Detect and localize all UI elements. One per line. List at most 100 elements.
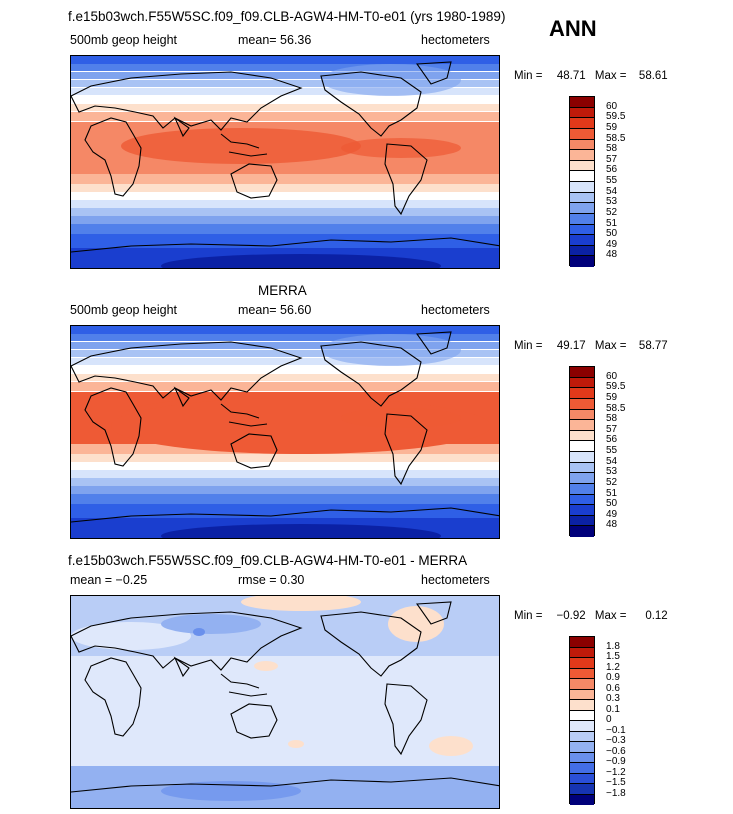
colorbar-swatch — [570, 773, 594, 784]
panel1-field: 500mb geop height — [70, 33, 178, 47]
colorbar-tick-label: 59.5 — [606, 111, 626, 123]
case-title: f.e15b03wch.F55W5SC.f09_f09.CLB-AGW4-HM-… — [68, 9, 506, 24]
colorbar-tick-label: 54 — [606, 185, 618, 197]
colorbar-swatch — [570, 420, 594, 431]
colorbar-tick-label: 57 — [606, 423, 618, 435]
colorbar-tick-label: 53 — [606, 196, 618, 208]
colorbar-tick-label: 60 — [606, 370, 618, 382]
colorbar-tick-label: 50 — [606, 498, 618, 510]
colorbar-swatch — [570, 441, 594, 452]
colorbar-swatch — [570, 452, 594, 463]
colorbar-swatch — [570, 409, 594, 421]
colorbar-tick-label: 1.2 — [606, 661, 620, 673]
colorbar-swatch — [570, 256, 594, 267]
colorbar-swatch — [570, 505, 594, 516]
panel3-max-value: 0.12 — [645, 610, 668, 622]
colorbar-swatch — [570, 637, 594, 648]
colorbar-tick-label: 59 — [606, 391, 618, 403]
colorbar-swatch — [570, 483, 594, 495]
colorbar-tick-label: −0.6 — [606, 745, 626, 757]
colorbar-tick-label: 52 — [606, 206, 618, 218]
colorbar-tick-label: 53 — [606, 466, 618, 478]
colorbar-tick-label: 56 — [606, 164, 618, 176]
colorbar-swatch — [570, 171, 594, 182]
panel3-map — [70, 595, 500, 809]
panel2-minmax: Min = 49.17 Max = 58.77 — [514, 340, 668, 352]
colorbar-swatch — [570, 224, 594, 236]
season-label: ANN — [549, 16, 597, 41]
panel2-map — [70, 325, 500, 539]
colorbar-tick-label: −1.8 — [606, 787, 626, 799]
colorbar-tick-label: 50 — [606, 228, 618, 240]
panel2-field: 500mb geop height — [70, 303, 178, 317]
colorbar-swatch — [570, 97, 594, 108]
colorbar-swatch — [570, 689, 594, 700]
colorbar-tick-label: 0.1 — [606, 703, 620, 715]
colorbar-tick-label: 49 — [606, 238, 618, 250]
colorbar-swatch — [570, 494, 594, 506]
colorbar-tick-label: 54 — [606, 455, 618, 467]
colorbar-swatch — [570, 473, 594, 484]
colorbar-swatch — [570, 763, 594, 774]
panel2-map-svg — [71, 326, 499, 538]
panel3-map-svg — [71, 596, 499, 808]
colorbar-swatch — [570, 658, 594, 669]
colorbar-swatch — [570, 515, 594, 527]
panel3-colorbar — [569, 636, 595, 805]
colorbar-swatch — [570, 752, 594, 763]
colorbar-swatch — [570, 668, 594, 679]
colorbar-tick-label: 48 — [606, 519, 618, 531]
colorbar-tick-label: 58 — [606, 143, 618, 155]
colorbar-tick-label: 51 — [606, 487, 618, 499]
colorbar-tick-label: 0.3 — [606, 693, 620, 704]
panel3-mean: mean = −0.25 — [70, 573, 148, 587]
panel3-max-label: Max = — [594, 610, 627, 622]
colorbar-tick-label: 0.6 — [606, 682, 620, 694]
colorbar-swatch — [570, 377, 594, 389]
panel3-min-label: Min = — [514, 610, 543, 622]
panel1-map-svg — [71, 56, 499, 268]
colorbar-swatch — [570, 182, 594, 193]
panel3-min-value: −0.92 — [556, 610, 586, 622]
colorbar-swatch — [570, 710, 594, 721]
panel2-mean: mean= 56.60 — [238, 303, 312, 317]
colorbar-swatch — [570, 150, 594, 161]
colorbar-tick-label: −1.5 — [606, 777, 626, 788]
panel1-max-label: Max = — [594, 70, 627, 82]
panel3-title: f.e15b03wch.F55W5SC.f09_f09.CLB-AGW4-HM-… — [68, 553, 468, 568]
colorbar-tick-label: −0.3 — [606, 735, 626, 746]
colorbar-swatch — [570, 430, 594, 442]
panel2-max-value: 58.77 — [638, 340, 668, 352]
panel2-min-value: 49.17 — [556, 340, 586, 352]
colorbar-swatch — [570, 128, 594, 140]
colorbar-swatch — [570, 245, 594, 257]
colorbar-swatch — [570, 367, 594, 378]
panel1-map — [70, 55, 500, 269]
colorbar-swatch — [570, 647, 594, 658]
colorbar-swatch — [570, 721, 594, 732]
colorbar-swatch — [570, 526, 594, 537]
panel3-rmse: rmse = 0.30 — [238, 573, 305, 587]
colorbar-tick-label: 59 — [606, 121, 618, 133]
colorbar-tick-label: 58.5 — [606, 402, 626, 414]
colorbar-swatch — [570, 700, 594, 711]
colorbar-tick-label: 60 — [606, 100, 618, 112]
panel1-min-label: Min = — [514, 70, 543, 82]
colorbar-tick-label: 49 — [606, 508, 618, 520]
colorbar-tick-label: 55 — [606, 445, 618, 456]
colorbar-tick-label: 55 — [606, 175, 618, 186]
colorbar-tick-label: 1.8 — [606, 640, 620, 652]
colorbar-tick-label: 58 — [606, 413, 618, 425]
colorbar-tick-label: 58.5 — [606, 132, 626, 144]
colorbar-swatch — [570, 160, 594, 172]
colorbar-tick-label: −0.9 — [606, 756, 626, 767]
colorbar-swatch — [570, 742, 594, 753]
panel1-minmax: Min = 48.71 Max = 58.61 — [514, 70, 668, 82]
colorbar-swatch — [570, 213, 594, 225]
colorbar-tick-label: 48 — [606, 249, 618, 261]
colorbar-tick-label: 1.5 — [606, 651, 620, 662]
colorbar-swatch — [570, 203, 594, 214]
panel1-colorbar — [569, 96, 595, 267]
panel1-max-value: 58.61 — [638, 70, 668, 82]
colorbar-swatch — [570, 679, 594, 690]
